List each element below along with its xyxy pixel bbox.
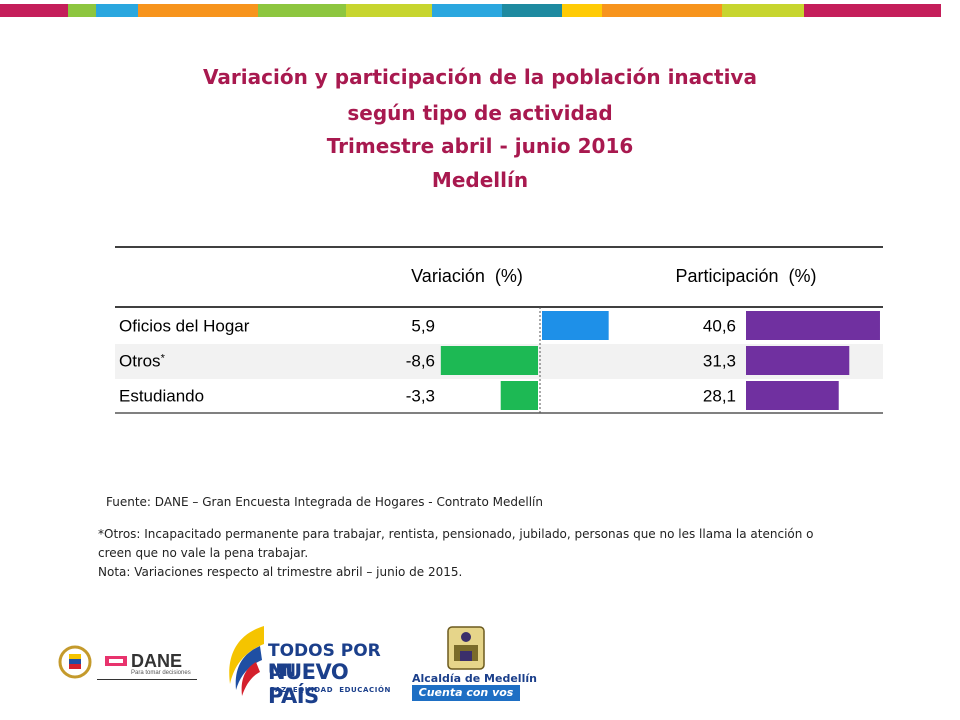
otros-footnote-1: *Otros: Incapacitado permanente para tra… xyxy=(98,527,814,541)
dane-logo-tagline: Para tomar decisiones xyxy=(131,670,191,676)
gov-logo-line-3: PAZ EQUIDAD EDUCACIÓN xyxy=(270,686,391,694)
participacion-bar xyxy=(746,311,880,340)
row-label-suffix: * xyxy=(161,353,166,365)
alcaldia-logo-line-1: Alcaldía de Medellín xyxy=(412,672,537,685)
alcaldia-logo-line-2: Cuenta con vos xyxy=(412,685,520,701)
header-stripe xyxy=(502,4,563,17)
gov-logo-line-1: TODOS POR UN xyxy=(268,641,381,681)
variacion-bar xyxy=(440,346,538,375)
header-stripe xyxy=(258,4,347,17)
header-stripe xyxy=(346,4,433,17)
participacion-value: 40,6 xyxy=(703,317,736,336)
variacion-bar xyxy=(542,311,609,340)
chart-title-line-4: Medellín xyxy=(431,168,529,192)
header-color-bar xyxy=(0,4,941,17)
variacion-bar xyxy=(500,381,538,410)
alcaldia-medellin-logo: Alcaldía de Medellín Cuenta con vos xyxy=(408,625,537,705)
participacion-bar xyxy=(746,381,839,410)
colombia-swoosh-icon xyxy=(229,626,264,696)
row-label: Estudiando xyxy=(119,387,204,406)
header-participacion: Participación (%) xyxy=(675,266,816,286)
participacion-value: 31,3 xyxy=(703,352,736,371)
medellin-coat-of-arms-icon xyxy=(447,626,485,670)
row-label: Otros* xyxy=(119,352,166,371)
dane-logo-text: DANE xyxy=(131,651,183,671)
header-stripe xyxy=(562,4,603,17)
header-stripe xyxy=(804,4,941,17)
header-stripe xyxy=(432,4,503,17)
colombia-seal-logo xyxy=(58,645,92,684)
todos-por-un-nuevo-pais-logo: TODOS POR UN NUEVO PAÍS PAZ EQUIDAD EDUC… xyxy=(220,622,391,708)
gov-logo-line-2: NUEVO PAÍS xyxy=(268,660,349,708)
participacion-value: 28,1 xyxy=(703,387,736,406)
source-note: Fuente: DANE – Gran Encuesta Integrada d… xyxy=(106,495,543,509)
header-stripe xyxy=(602,4,723,17)
table-rows: Oficios del Hogar 5,9 40,6 Otros* -8,6 31,3 Es… xyxy=(119,311,880,410)
row-label: Oficios del Hogar xyxy=(119,317,250,336)
variacion-value: -3,3 xyxy=(406,387,435,406)
variation-note: Nota: Variaciones respecto al trimestre … xyxy=(98,565,463,579)
participacion-bar xyxy=(746,346,850,375)
chart-title-line-3: Trimestre abril - junio 2016 xyxy=(326,134,634,158)
chart-title-line-1: Variación y participación de la població… xyxy=(203,65,757,89)
header-stripe xyxy=(722,4,805,17)
variacion-value: -8,6 xyxy=(406,352,435,371)
variacion-value: 5,9 xyxy=(411,317,435,336)
header-variacion: Variación (%) xyxy=(411,266,523,286)
header-stripe xyxy=(68,4,97,17)
header-stripe xyxy=(0,4,69,17)
dane-logo: DANE Para tomar decisiones xyxy=(97,648,197,680)
header-stripe xyxy=(138,4,259,17)
otros-footnote-2: creen que no vale la pena trabajar. xyxy=(98,546,309,560)
chart-title-line-2: según tipo de actividad xyxy=(347,101,613,125)
header-stripe xyxy=(96,4,139,17)
